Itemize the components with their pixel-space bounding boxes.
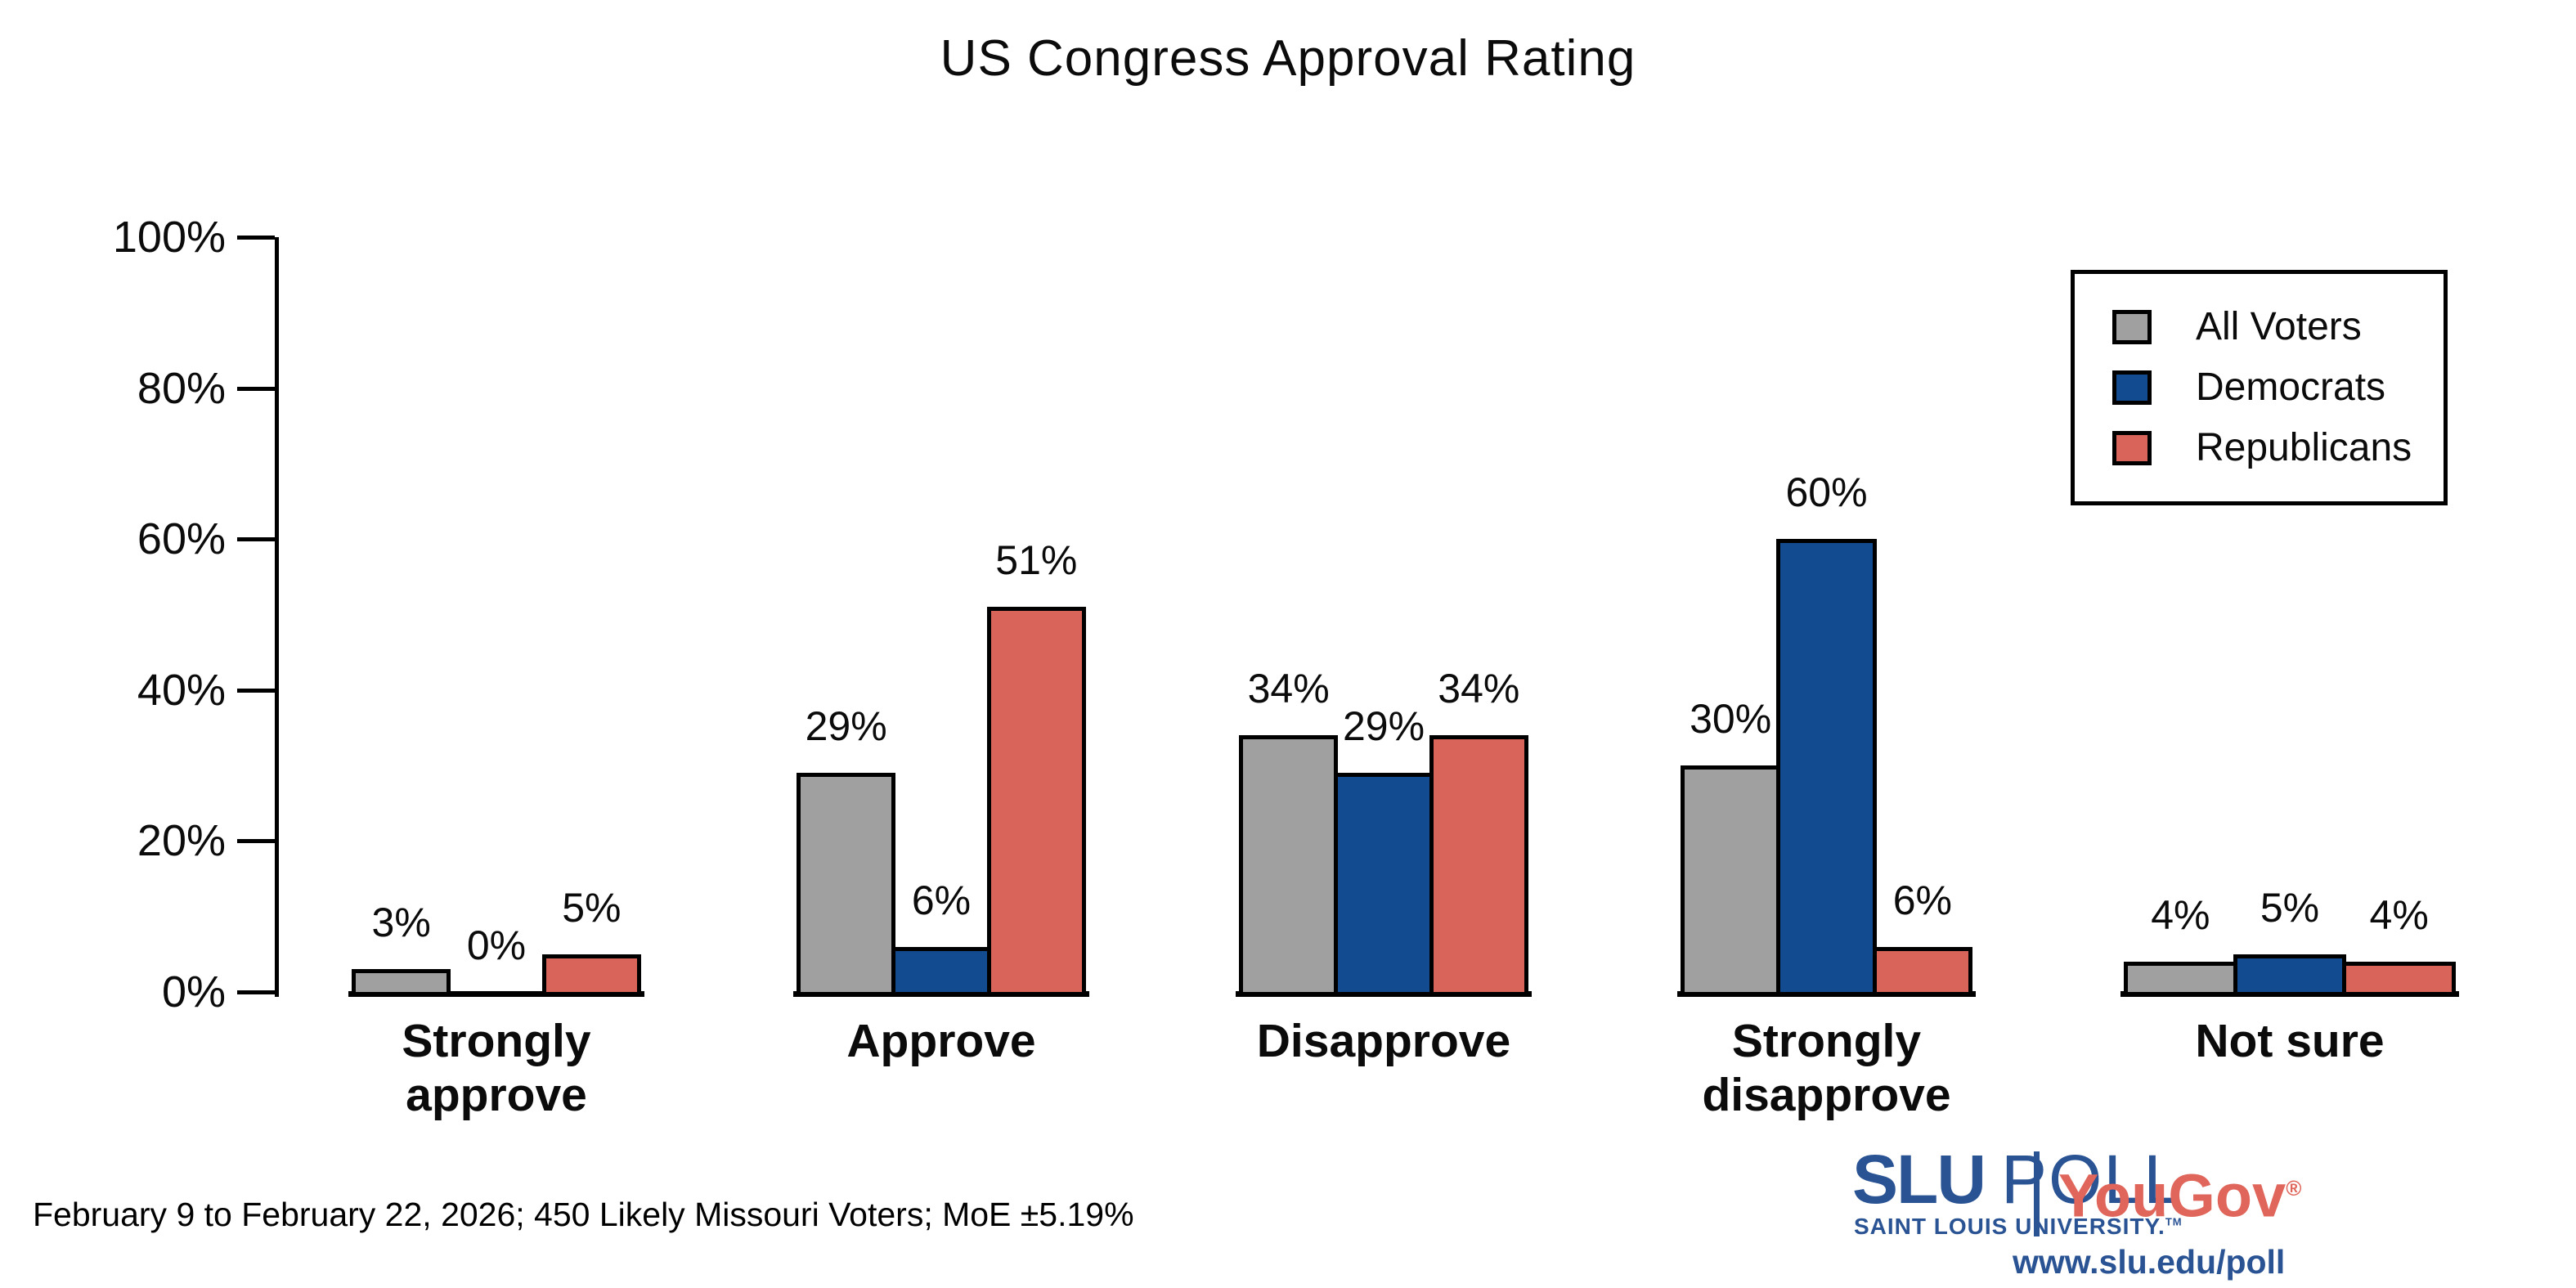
bar-value-label: 4%: [2369, 892, 2429, 939]
legend-item-republicans: Republicans: [2112, 426, 2444, 469]
bar-republicans-strongly-disapprove: [1872, 946, 1972, 996]
category-label-strongly-approve: Strongly approve: [402, 1015, 591, 1121]
bar-democrats-strongly-disapprove: [1776, 539, 1877, 996]
bar-value-label: 34%: [1247, 666, 1330, 712]
category-label-disapprove: Disapprove: [1256, 1015, 1511, 1067]
legend-swatch-democrats: [2112, 370, 2152, 405]
bar-value-label: 30%: [1690, 696, 1772, 743]
methodology-note: February 9 to February 22, 2026; 450 Lik…: [33, 1196, 1134, 1233]
bar-democrats-not-sure: [2233, 954, 2347, 996]
y-tick-label: 100%: [112, 213, 226, 262]
category-label-not-sure: Not sure: [2195, 1015, 2385, 1067]
bar-value-label: 5%: [562, 884, 622, 931]
bar-value-label: 3%: [371, 900, 431, 946]
y-tick: [237, 688, 275, 693]
legend-label-republicans: Republicans: [2196, 426, 2412, 469]
trademark-symbol: TM: [2165, 1215, 2183, 1228]
bar-value-label: 4%: [2151, 892, 2210, 939]
registered-symbol: ®: [2286, 1176, 2302, 1200]
bar-all-voters-not-sure: [2124, 962, 2237, 996]
legend-label-democrats: Democrats: [2196, 366, 2386, 409]
bar-value-label: 51%: [995, 537, 1078, 584]
legend-item-all-voters: All Voters: [2112, 305, 2444, 348]
bar-republicans-disapprove: [1429, 735, 1528, 996]
legend-item-democrats: Democrats: [2112, 366, 2444, 409]
y-tick-label: 80%: [137, 363, 226, 413]
y-tick-label: 20%: [137, 816, 226, 866]
bar-value-label: 29%: [1342, 703, 1425, 750]
bar-value-label: 6%: [1892, 877, 1952, 923]
category-label-approve: Approve: [846, 1015, 1036, 1067]
bar-republicans-not-sure: [2342, 962, 2456, 996]
legend-swatch-republicans: [2112, 431, 2152, 465]
logo-divider: [2034, 1151, 2040, 1236]
bar-all-voters-approve: [797, 773, 896, 996]
y-tick: [237, 236, 275, 240]
bar-value-label: 60%: [1785, 469, 1868, 516]
y-tick-label: 40%: [137, 665, 226, 715]
y-tick: [237, 839, 275, 844]
bar-value-label: 34%: [1438, 666, 1520, 712]
x-baseline: [348, 991, 644, 997]
y-tick-label: 60%: [137, 514, 226, 564]
bar-republicans-approve: [986, 607, 1086, 996]
category-label-strongly-disapprove: Strongly disapprove: [1702, 1015, 1951, 1121]
slu-poll-url: www.slu.edu/poll: [2013, 1243, 2286, 1281]
y-tick: [237, 386, 275, 391]
bar-value-label: 5%: [2260, 884, 2320, 931]
y-tick: [237, 990, 275, 994]
y-tick-label: 0%: [161, 967, 226, 1016]
legend-swatch-all-voters: [2112, 310, 2152, 344]
bar-democrats-approve: [891, 946, 991, 996]
branding-block: SLU POLL SAINT LOUIS UNIVERSITY.TM YouGo…: [1852, 1141, 2572, 1286]
y-axis-line: [275, 237, 279, 997]
bar-republicans-strongly-approve: [541, 954, 641, 996]
legend-label-all-voters: All Voters: [2196, 305, 2362, 348]
slu-logo-text: SLU: [1852, 1141, 1986, 1218]
bar-value-label: 29%: [805, 703, 887, 750]
chart-title: US Congress Approval Rating: [940, 30, 1636, 87]
yougov-logo-text: YouGov: [2058, 1161, 2287, 1230]
bar-value-label: 0%: [466, 922, 527, 968]
y-tick: [237, 537, 275, 542]
poll-logo-text: POLL: [2001, 1141, 2183, 1218]
bar-all-voters-strongly-disapprove: [1681, 765, 1781, 996]
bar-democrats-disapprove: [1334, 773, 1434, 996]
legend-box: All Voters Democrats Republicans: [2071, 270, 2448, 505]
bar-all-voters-strongly-approve: [352, 969, 451, 996]
slu-poll-logo: SLU POLL: [1852, 1141, 2183, 1218]
bar-all-voters-disapprove: [1239, 735, 1339, 996]
bar-value-label: 6%: [911, 877, 972, 923]
slu-university-text: SAINT LOUIS UNIVERSITY.TM: [1854, 1214, 2183, 1240]
slu-university-label: SAINT LOUIS UNIVERSITY.: [1854, 1214, 2165, 1239]
yougov-logo: YouGov®: [2058, 1158, 2301, 1227]
